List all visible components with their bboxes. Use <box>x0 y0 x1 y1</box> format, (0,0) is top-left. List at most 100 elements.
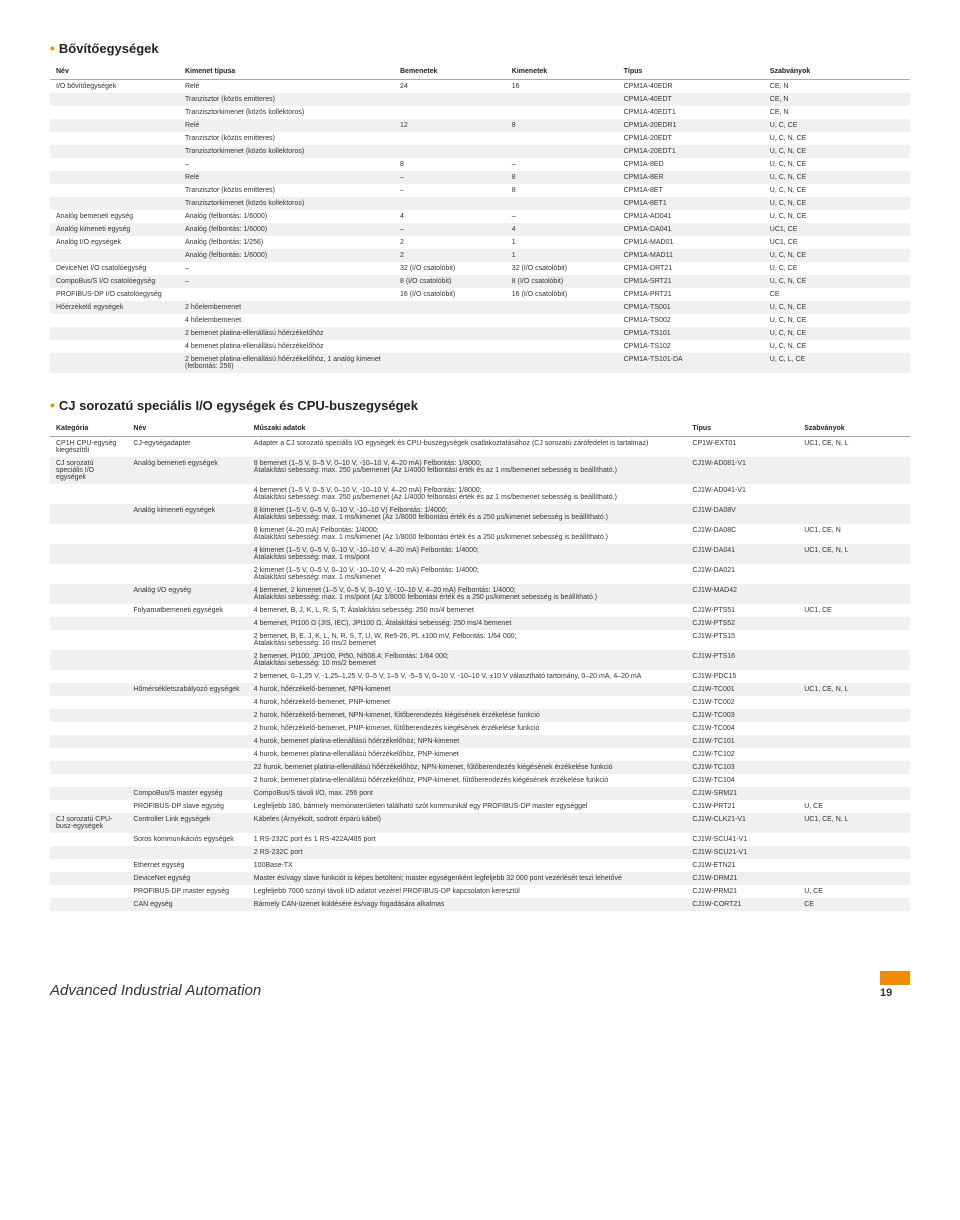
table-cell: U, C, L, CE <box>764 353 910 373</box>
table-cell: U, CE <box>798 800 910 813</box>
table-cell <box>798 564 910 584</box>
table-row: 4 hurok, bemenet platina-ellenállású hőé… <box>50 735 910 748</box>
table-cell: 12 <box>394 119 506 132</box>
table-cell <box>798 833 910 846</box>
table-cell: U, C, N, CE <box>764 132 910 145</box>
table-cell: CJ1W-DA041 <box>686 544 798 564</box>
column-header: Bemenetek <box>394 64 506 80</box>
table-cell <box>798 748 910 761</box>
page-footer: Advanced Industrial Automation 19 <box>50 971 910 999</box>
table-cell: 8 <box>506 184 618 197</box>
table-row: PROFIBUS-DP I/O csatolóegység 16 (I/O csa… <box>50 288 910 301</box>
table-cell: Folyamatbemeneti egységek <box>127 604 247 617</box>
table-row: 2 bemenet platina-ellenállású hőérzékelő… <box>50 353 910 373</box>
table-cell: DeviceNet egység <box>127 872 247 885</box>
table-cell: 8 kimenet (1–5 V, 0–5 V, 0–10 V, -10–10 … <box>248 504 687 524</box>
table-cell <box>50 171 179 184</box>
table-cell: CJ1W-SCU21-V1 <box>686 846 798 859</box>
table-cell: CJ1W-TC102 <box>686 748 798 761</box>
footer-accent <box>880 971 910 985</box>
table-cell: Analóg I/O egység <box>127 584 247 604</box>
table-cell: Relé <box>179 80 394 94</box>
table-cell: CPM1A-8ET1 <box>618 197 764 210</box>
table-cell <box>50 132 179 145</box>
table-cell: 4 hurok, hőérzékelő-bemenet, PNP-kimenet <box>248 696 687 709</box>
table-cell: 16 (I/O csatolóbit) <box>506 288 618 301</box>
table-cell <box>50 314 179 327</box>
table-cell: CPM1A-20EDR1 <box>618 119 764 132</box>
table-row: 2 RS-232C portCJ1W-SCU21-V1 <box>50 846 910 859</box>
table-row: Hőmérsékletszabályozó egységek4 hurok, h… <box>50 683 910 696</box>
table-cell <box>798 484 910 504</box>
table-cell: CPM1A-TS101-DA <box>618 353 764 373</box>
table-cell <box>506 145 618 158</box>
table-row: Analóg (felbontás: 1/6000)21CPM1A-MAD11U… <box>50 249 910 262</box>
table-row: Soros kommunikációs egységek1 RS-232C po… <box>50 833 910 846</box>
column-header: Szabványok <box>764 64 910 80</box>
table-cell: PROFIBUS-DP I/O csatolóegység <box>50 288 179 301</box>
table-cell: CPM1A-20EDT <box>618 132 764 145</box>
table-row: DeviceNet I/O csatolóegység–32 (I/O csat… <box>50 262 910 275</box>
table-cell <box>50 787 127 800</box>
table-cell: Analóg (felbontás: 1/6000) <box>179 249 394 262</box>
table-row: 2 bemenet platina-ellenállású hőérzékelő… <box>50 327 910 340</box>
table-cell: 4 bemenet platina-ellenállású hőérzékelő… <box>179 340 394 353</box>
table-cell: U, C, N, CE <box>764 171 910 184</box>
table-cell <box>50 340 179 353</box>
table-cell <box>50 872 127 885</box>
table-cell: 16 (I/O csatolóbit) <box>394 288 506 301</box>
table-cell <box>798 872 910 885</box>
table-cell: CPM1A-DA041 <box>618 223 764 236</box>
table-cell: CPM1A-TS001 <box>618 301 764 314</box>
table-row: Ethernet egység100Base-TXCJ1W-ETN21 <box>50 859 910 872</box>
table-row: CP1H CPU-egység kiegészítőiCJ-egységadap… <box>50 437 910 458</box>
table-cell: 1 <box>506 236 618 249</box>
table-cell <box>506 106 618 119</box>
table-cell: Ethernet egység <box>127 859 247 872</box>
table-cell: CJ sorozatú CPU-busz-egységek <box>50 813 127 833</box>
table-cell: – <box>506 158 618 171</box>
page-number: 19 <box>880 987 910 999</box>
table-row: Folyamatbemeneti egységek4 bemenet, B, J… <box>50 604 910 617</box>
table-cell: – <box>394 223 506 236</box>
table-cell <box>506 314 618 327</box>
table-cell: Analóg kimeneti egységek <box>127 504 247 524</box>
table-cell: PROFIBUS-DP master egység <box>127 885 247 898</box>
table-cell: Analóg bemeneti egységek <box>127 457 247 484</box>
table-cell: – <box>506 210 618 223</box>
table-cell: U, C, N, CE <box>764 184 910 197</box>
table-cell: UC1, CE, N <box>798 524 910 544</box>
table-cell: 1 RS-232C port és 1 RS-422A/485 port <box>248 833 687 846</box>
table-cell <box>127 670 247 683</box>
table-cell <box>506 327 618 340</box>
table-cell: UC1, CE, N, L <box>798 437 910 458</box>
table-cell: U, C, N, CE <box>764 158 910 171</box>
table-cell: CPM1A-MAD11 <box>618 249 764 262</box>
table-cell: Controller Link egységek <box>127 813 247 833</box>
table-cell: CE, N <box>764 106 910 119</box>
table-row: 4 kimenet (1–5 V, 0–5 V, 0–10 V, -10–10 … <box>50 544 910 564</box>
table-cell: CJ1W-MAD42 <box>686 584 798 604</box>
table-cell: U, C, N, CE <box>764 249 910 262</box>
table-cell <box>50 650 127 670</box>
table-cell: Tranzisztorkimenet (közös kollektoros) <box>179 197 394 210</box>
table-cell: CJ1W-DRM21 <box>686 872 798 885</box>
table-cell <box>798 670 910 683</box>
table-cell <box>127 761 247 774</box>
table-cell: U, C, N, CE <box>764 340 910 353</box>
table-row: Analóg kimeneti egységAnalóg (felbontás:… <box>50 223 910 236</box>
table-cell <box>798 457 910 484</box>
table-cell: UC1, CE, N, L <box>798 683 910 696</box>
table-cell <box>127 524 247 544</box>
table-cell <box>798 859 910 872</box>
table-cell <box>50 184 179 197</box>
table-cell <box>506 93 618 106</box>
table-cell: CompoBus/S I/O csatolóegység <box>50 275 179 288</box>
table-row: Analóg I/O egységekAnalóg (felbontás: 1/… <box>50 236 910 249</box>
table-cell: Analóg (felbontás: 1/6000) <box>179 210 394 223</box>
table-cell: 8 <box>394 158 506 171</box>
table-cell <box>50 504 127 524</box>
table-cell <box>50 564 127 584</box>
table-cell: 2 hőelembemenet <box>179 301 394 314</box>
table-cell: CPM1A-DRT21 <box>618 262 764 275</box>
